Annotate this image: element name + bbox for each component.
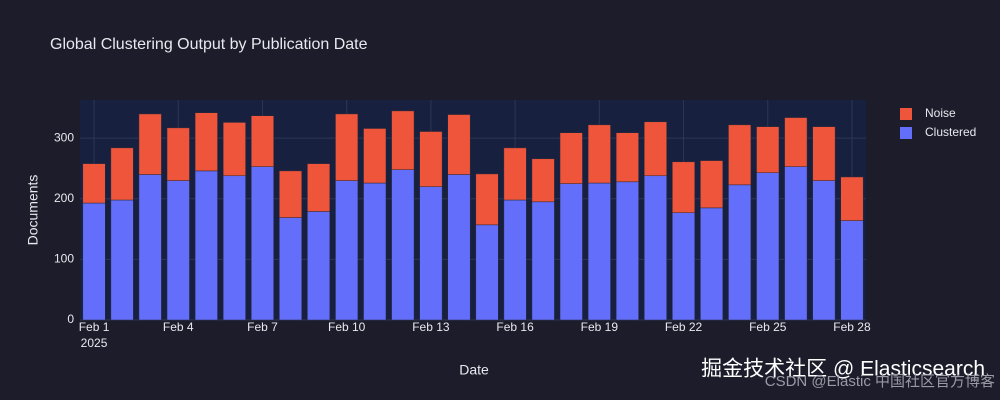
x-tick-label: Feb 7: [247, 320, 278, 334]
bar: [615, 181, 639, 321]
watermark: 掘金技术社区 @ Elasticsearch: [701, 358, 985, 381]
bar: [447, 174, 471, 321]
legend-swatch: [900, 108, 912, 120]
bar: [728, 184, 752, 321]
x-tick-label: Feb 25: [749, 320, 787, 334]
bar: [587, 124, 611, 184]
bar: [419, 186, 443, 321]
bar: [700, 207, 724, 321]
bar: [643, 121, 667, 177]
bar: [307, 163, 331, 212]
bar: [728, 124, 752, 186]
y-tick-label: 0: [67, 312, 74, 326]
bar: [615, 132, 639, 183]
bar: [559, 183, 583, 321]
bar: [194, 170, 218, 321]
chart-title: Global Clustering Output by Publication …: [50, 36, 368, 53]
bar: [82, 163, 106, 204]
y-tick-label: 100: [54, 252, 74, 266]
bar: [503, 147, 527, 201]
x-tick-label: Feb 10: [328, 320, 366, 334]
bar: [166, 127, 190, 181]
bar: [391, 110, 415, 170]
bar: [784, 117, 808, 167]
bar: [643, 175, 667, 321]
y-tick-label: 300: [54, 130, 74, 144]
x-axis-label: Date: [459, 362, 489, 378]
bar: [363, 182, 387, 321]
bar: [138, 113, 162, 175]
y-tick-label: 200: [54, 191, 74, 205]
bar: [250, 166, 274, 321]
x-tick-label: Feb 19: [581, 320, 619, 334]
bar: [503, 199, 527, 321]
bar: [138, 174, 162, 321]
bar: [335, 113, 359, 181]
bar: [110, 199, 134, 321]
x-year-label: 2025: [81, 336, 108, 350]
bar: [475, 224, 499, 321]
bar: [222, 122, 246, 177]
bar: [194, 112, 218, 172]
bar: [419, 131, 443, 187]
bar: [672, 161, 696, 213]
bar: [110, 147, 134, 201]
bar: [279, 217, 303, 321]
bar: [840, 176, 864, 221]
bar: [279, 170, 303, 218]
bar: [166, 180, 190, 321]
bar: [531, 158, 555, 203]
bar: [559, 132, 583, 184]
bar: [784, 166, 808, 321]
x-tick-label: Feb 13: [412, 320, 450, 334]
bar: [222, 175, 246, 321]
bar: [391, 169, 415, 321]
x-tick-label: Feb 28: [833, 320, 871, 334]
bar: [307, 211, 331, 321]
legend-label: Noise: [925, 106, 956, 120]
x-tick-label: Feb 16: [496, 320, 534, 334]
legend-label: Clustered: [925, 125, 976, 139]
bar: [840, 220, 864, 321]
bar: [700, 160, 724, 209]
bar: [587, 182, 611, 321]
bar: [475, 173, 499, 226]
bar: [756, 172, 780, 321]
y-axis-label: Documents: [25, 175, 41, 246]
x-tick-label: Feb 1: [79, 320, 110, 334]
bar: [250, 115, 274, 167]
bar: [363, 128, 387, 184]
watermark: CSDN @Elastic 中国社区官方博客: [765, 373, 995, 390]
bar: [335, 180, 359, 321]
bar: [812, 180, 836, 321]
bar: [756, 126, 780, 173]
bar: [672, 212, 696, 321]
legend-swatch: [900, 127, 912, 139]
bar: [82, 202, 106, 321]
x-tick-label: Feb 4: [163, 320, 194, 334]
bar: [812, 126, 836, 181]
bar: [531, 201, 555, 321]
x-tick-label: Feb 22: [665, 320, 703, 334]
bar: [447, 114, 471, 175]
